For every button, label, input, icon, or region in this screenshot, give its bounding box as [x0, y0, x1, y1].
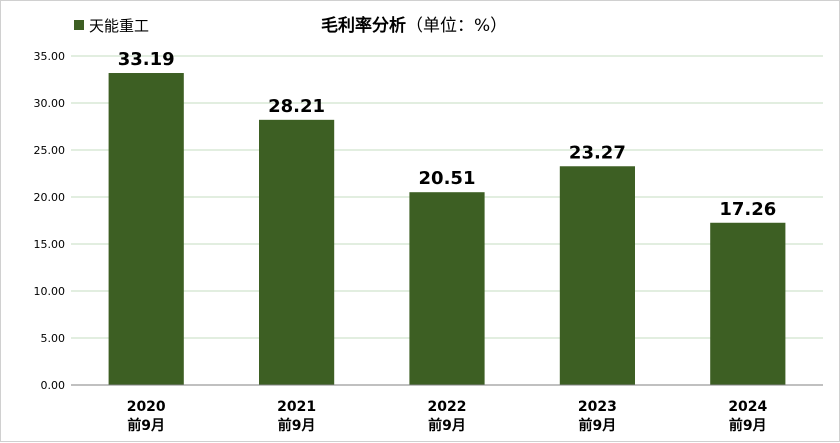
y-tick-label: 10.00 — [34, 285, 66, 298]
chart-title-main: 毛利率分析 — [321, 15, 406, 36]
y-tick-label: 30.00 — [34, 97, 66, 110]
x-tick-label-year: 2020 — [127, 399, 166, 415]
x-tick-label-year: 2022 — [428, 399, 467, 415]
bar — [409, 192, 485, 385]
y-tick-label: 5.00 — [41, 332, 66, 345]
bar — [108, 73, 184, 385]
labels: 0.00 5.00 10.00 15.00 20.00 25.00 30.00 35.00 33… — [34, 49, 777, 434]
data-label: 33.19 — [118, 49, 175, 70]
x-tick-label-year: 2024 — [728, 399, 767, 415]
x-tick-label-year: 2023 — [578, 399, 617, 415]
x-tick-label-period: 前9月 — [729, 417, 767, 434]
data-label: 28.21 — [268, 96, 325, 117]
y-tick-label: 20.00 — [34, 191, 66, 204]
x-tick-label-period: 前9月 — [127, 417, 165, 434]
legend-label: 天能重工 — [89, 17, 149, 35]
x-tick-label-period: 前9月 — [278, 417, 316, 434]
data-label: 20.51 — [419, 168, 476, 189]
bars — [108, 73, 786, 386]
legend-swatch — [74, 20, 84, 30]
bar — [710, 222, 786, 385]
y-tick-label: 15.00 — [34, 238, 66, 251]
x-tick-label-period: 前9月 — [428, 417, 466, 434]
bar — [259, 119, 335, 386]
y-tick-label: 25.00 — [34, 144, 66, 157]
x-tick-label-year: 2021 — [277, 399, 316, 415]
x-tick-label-period: 前9月 — [579, 417, 617, 434]
chart-title-unit: （单位：%） — [406, 16, 507, 36]
chart-title: 毛利率分析（单位：%） — [321, 15, 507, 36]
data-label: 17.26 — [719, 199, 776, 220]
bar — [559, 166, 635, 385]
legend: 天能重工 — [74, 17, 149, 35]
y-tick-label: 35.00 — [34, 50, 66, 63]
y-tick-label: 0.00 — [41, 379, 66, 392]
data-label: 23.27 — [569, 142, 626, 163]
